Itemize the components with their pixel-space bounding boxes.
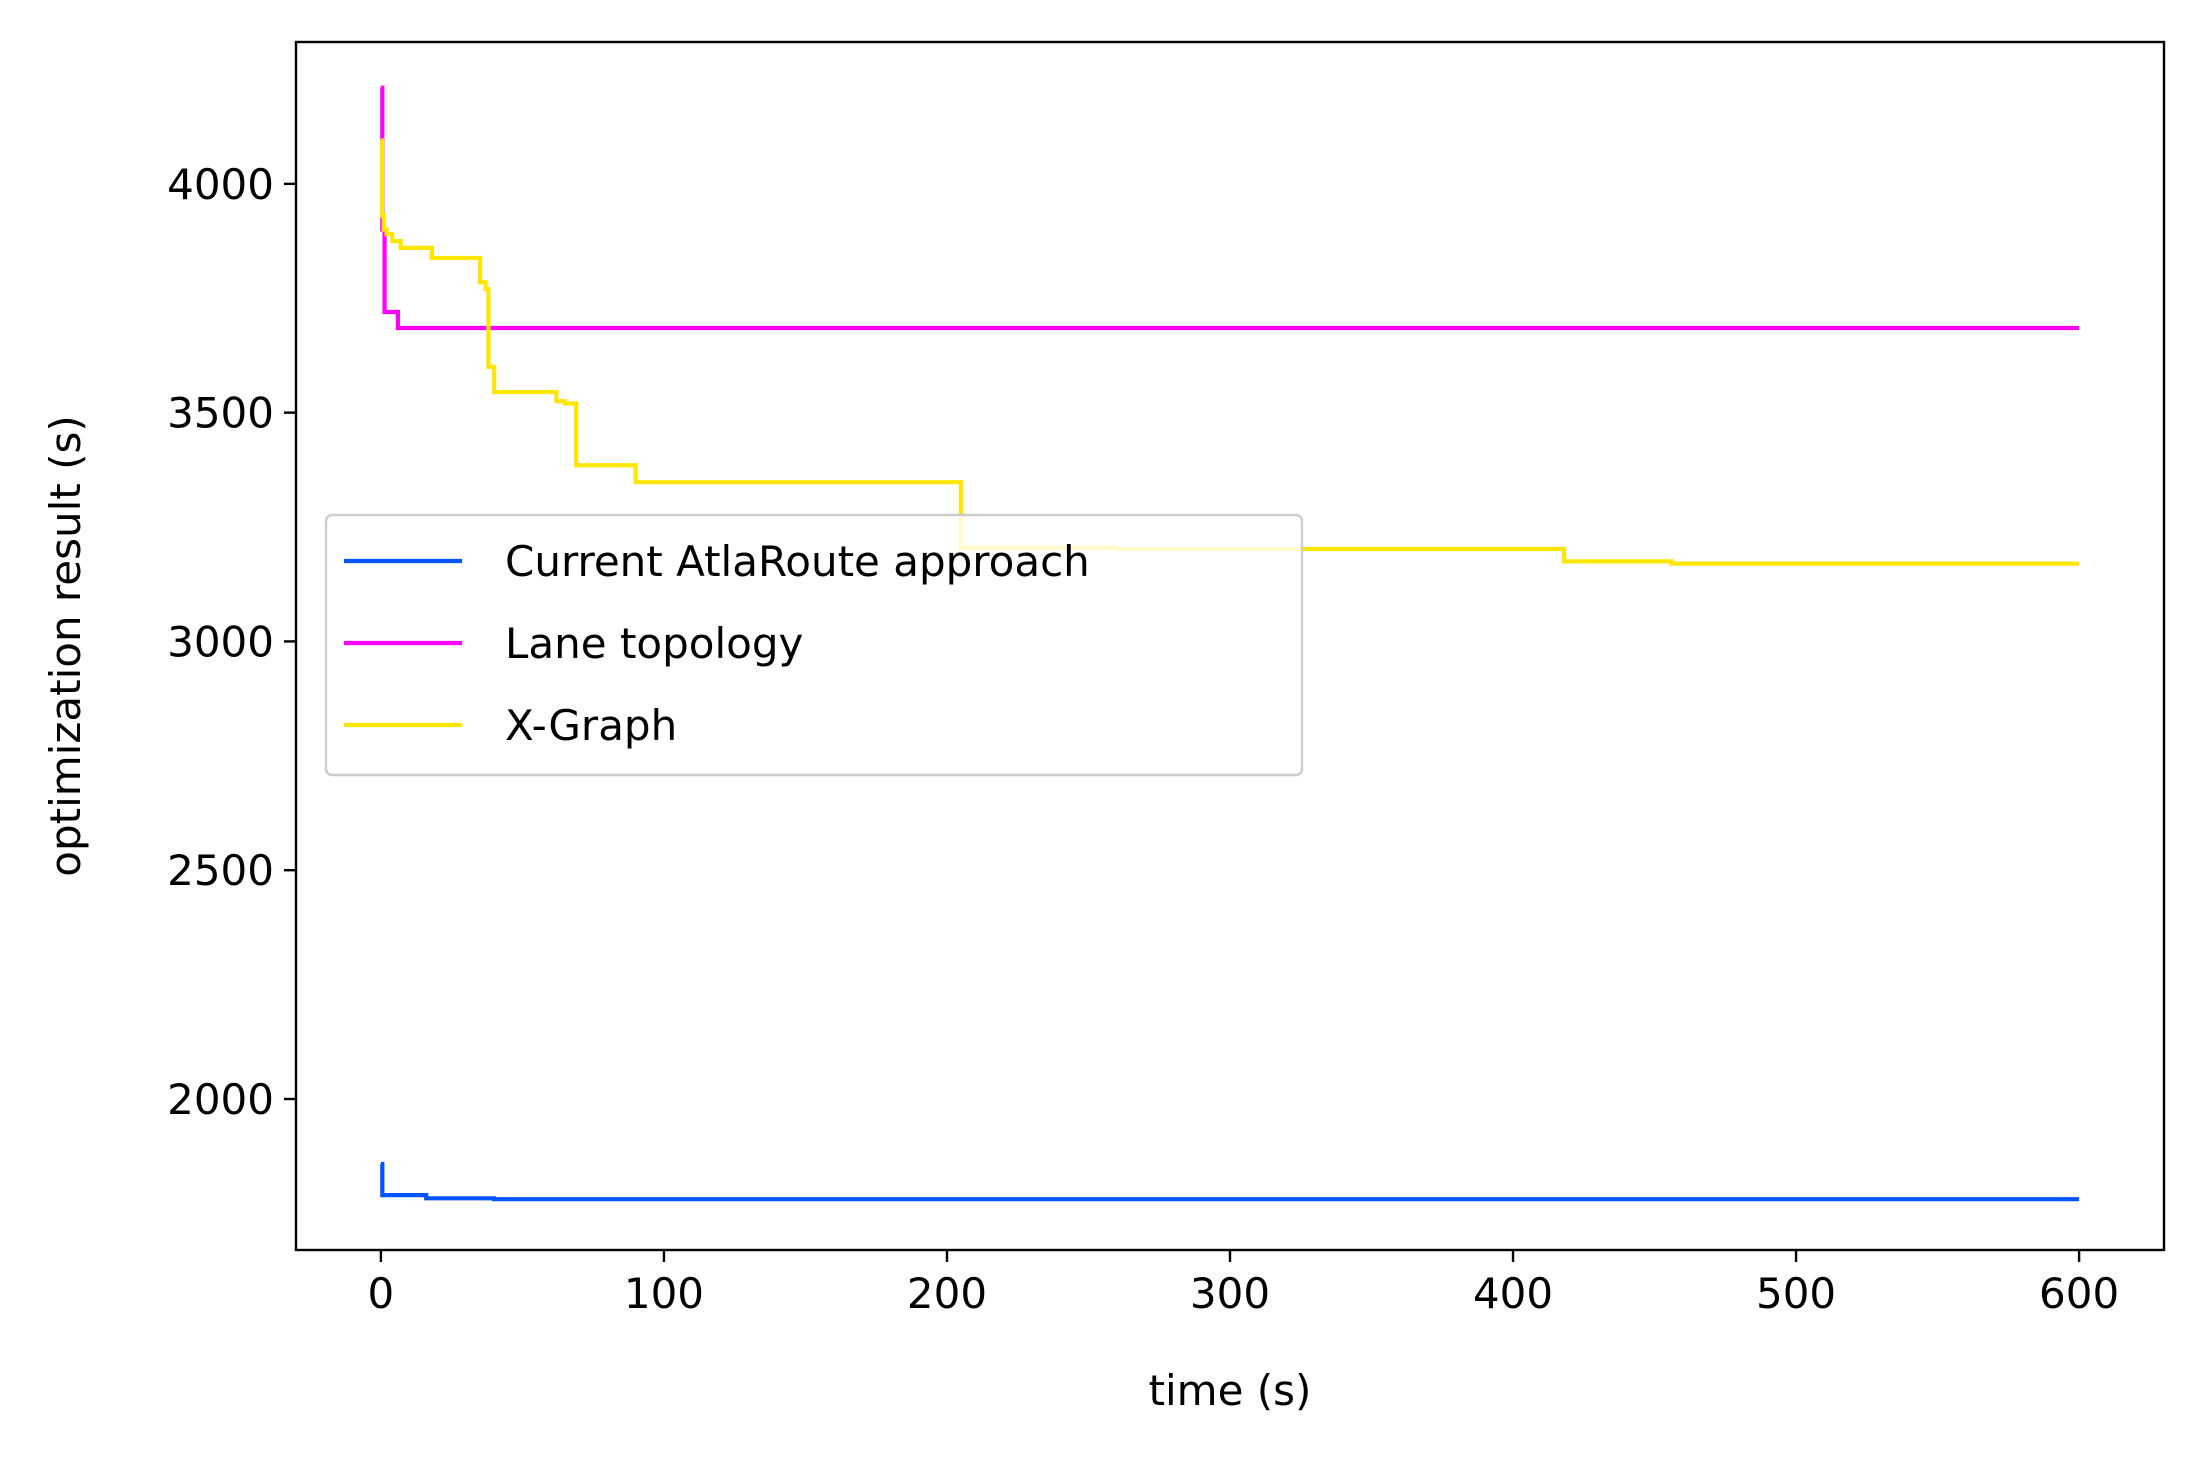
legend-label-0: Current AtlaRoute approach: [505, 537, 1090, 586]
series-line-1: [380, 85, 2080, 331]
y-tick-label: 3000: [167, 617, 274, 666]
y-tick-label: 2000: [167, 1075, 274, 1124]
x-tick-label: 100: [624, 1269, 704, 1318]
legend: Current AtlaRoute approach Lane topology X…: [324, 513, 1304, 777]
y-tick-label: 4000: [167, 160, 274, 209]
y-tick-label: 3500: [167, 389, 274, 438]
legend-box: [324, 513, 1304, 777]
x-axis-title: time (s): [1149, 1366, 1312, 1415]
x-tick-label: 600: [2039, 1269, 2119, 1318]
x-tick-label: 0: [368, 1269, 395, 1318]
y-axis-title: optimization result (s): [41, 415, 90, 877]
legend-label-2: X-Graph: [505, 701, 677, 750]
x-tick-label: 200: [907, 1269, 987, 1318]
y-axis: 2000 2500 3000 3500 4000: [167, 160, 296, 1124]
x-axis: 0 100 200 300 400 500 600: [368, 1250, 2119, 1318]
y-tick-label: 2500: [167, 846, 274, 895]
x-tick-label: 400: [1473, 1269, 1553, 1318]
series-line-0: [380, 1161, 2080, 1202]
x-tick-label: 500: [1756, 1269, 1836, 1318]
x-tick-label: 300: [1190, 1269, 1270, 1318]
legend-label-1: Lane topology: [505, 619, 803, 668]
